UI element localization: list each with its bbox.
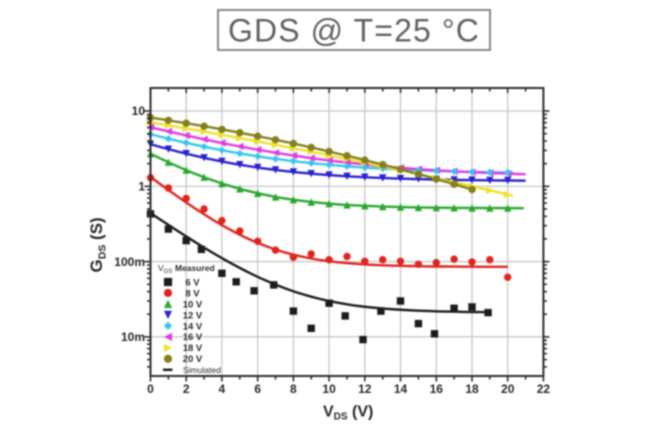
svg-text:10: 10 bbox=[132, 104, 146, 118]
svg-text:4: 4 bbox=[219, 382, 226, 396]
svg-text:Measured: Measured bbox=[175, 263, 215, 273]
svg-text:10: 10 bbox=[322, 382, 336, 396]
svg-text:16 V: 16 V bbox=[183, 332, 203, 343]
svg-text:8: 8 bbox=[290, 382, 297, 396]
svg-text:12: 12 bbox=[358, 382, 372, 396]
svg-text:0: 0 bbox=[147, 382, 154, 396]
svg-text:2: 2 bbox=[183, 382, 190, 396]
svg-text:18 V: 18 V bbox=[183, 343, 203, 354]
svg-text:20: 20 bbox=[501, 382, 515, 396]
svg-text:100m: 100m bbox=[114, 255, 145, 269]
svg-text:GDS (S): GDS (S) bbox=[87, 217, 108, 272]
svg-text:14 V: 14 V bbox=[183, 321, 203, 332]
svg-text:12 V: 12 V bbox=[183, 310, 203, 321]
svg-text:10m: 10m bbox=[121, 330, 145, 344]
svg-text:6 V: 6 V bbox=[185, 277, 200, 288]
svg-text:14: 14 bbox=[394, 382, 408, 396]
svg-text:22: 22 bbox=[537, 382, 551, 396]
svg-text:18: 18 bbox=[465, 382, 479, 396]
svg-text:VDS (V): VDS (V) bbox=[323, 404, 373, 423]
svg-text:16: 16 bbox=[430, 382, 444, 396]
svg-text:GDS @ T=25 °C: GDS @ T=25 °C bbox=[228, 13, 480, 49]
svg-text:6: 6 bbox=[254, 382, 261, 396]
svg-text:1: 1 bbox=[138, 180, 145, 194]
svg-text:Simulated: Simulated bbox=[183, 365, 221, 375]
svg-text:20 V: 20 V bbox=[183, 354, 203, 365]
svg-text:8 V: 8 V bbox=[185, 288, 200, 299]
svg-text:10 V: 10 V bbox=[183, 299, 203, 310]
